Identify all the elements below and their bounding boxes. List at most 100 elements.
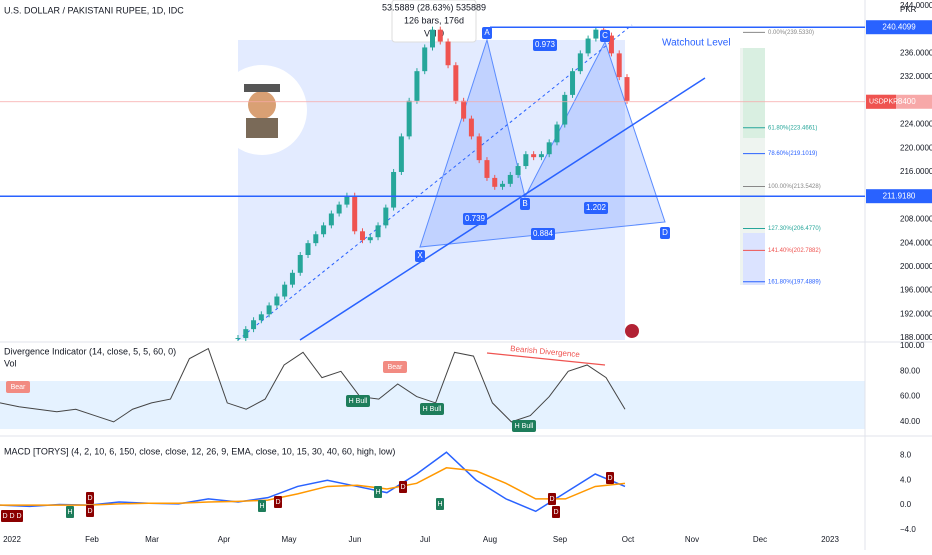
candle	[289, 272, 295, 285]
osc-tick: 100.00	[900, 341, 925, 350]
macd-marker	[374, 486, 382, 498]
candle	[336, 204, 342, 214]
x-tick-label: Oct	[622, 535, 635, 544]
candle	[500, 183, 506, 187]
price-badge-text: 211.9180	[883, 191, 916, 200]
candle	[321, 225, 327, 235]
candle	[297, 255, 303, 273]
candle	[531, 154, 537, 158]
candle	[437, 29, 443, 42]
candle	[344, 195, 350, 205]
candle	[445, 41, 451, 66]
symbol-badge	[866, 94, 896, 109]
price-tick: 244.0000	[900, 1, 932, 10]
macd-marker	[86, 505, 94, 517]
flag-icon	[625, 324, 639, 338]
candle	[554, 124, 560, 143]
ratio-box	[533, 39, 557, 51]
fib-label: 78.60%(219.1019)	[768, 151, 817, 157]
macd-title: MACD [TORYS] (4, 2, 10, 6, 150, close, c…	[4, 446, 395, 456]
annotation: Watchout Level	[662, 38, 731, 49]
pattern-point	[600, 30, 610, 42]
signal-tag-text: H Bull	[423, 406, 442, 413]
pattern-point-label: X	[417, 251, 423, 260]
price-tick: 196.0000	[900, 286, 932, 295]
candle	[266, 305, 272, 315]
price-tick: 236.0000	[900, 48, 932, 57]
candle	[375, 225, 381, 238]
symbol-badge-text: USDPKR	[869, 99, 898, 106]
measure-text: 126 bars, 176d	[404, 15, 464, 25]
price-badge-text: 240.4099	[882, 22, 916, 31]
candle	[274, 296, 280, 306]
x-tick-label: Mar	[145, 535, 159, 544]
candle	[453, 65, 459, 101]
macd-marker	[436, 498, 444, 510]
date-range-box	[238, 40, 625, 340]
candle	[468, 118, 474, 137]
signal-tag	[6, 381, 30, 393]
ratio-box	[531, 228, 555, 240]
divergence-title: Divergence Indicator (14, close, 5, 5, 6…	[4, 346, 176, 356]
candle	[515, 166, 521, 175]
macd-marker-text: D	[87, 495, 92, 502]
divergence-line	[486, 352, 606, 366]
macd-marker	[552, 506, 560, 518]
osc-tick: 60.00	[900, 392, 921, 401]
candle	[492, 177, 498, 187]
avatar-coat	[246, 118, 278, 138]
candle	[391, 171, 397, 208]
macd-marker-text: H	[67, 509, 72, 516]
macd-marker-text: H	[375, 489, 380, 496]
avatar-hat	[244, 84, 280, 92]
signal-tag	[383, 361, 407, 373]
currency: PKR	[900, 5, 917, 14]
avatar-face	[248, 91, 276, 119]
fib-label: 0.00%(239.5330)	[768, 30, 814, 36]
fib-zone	[743, 48, 765, 138]
macd-tick: −4.0	[900, 525, 916, 534]
candle	[577, 53, 583, 72]
fib-label: 100.00%(213.5428)	[768, 184, 821, 190]
x-tick-label: Aug	[483, 535, 497, 544]
vol-label: Vol	[4, 358, 17, 368]
pattern-point-label: A	[484, 28, 490, 37]
price-tick: 204.0000	[900, 238, 932, 247]
candle	[414, 71, 420, 101]
fib-label: 141.40%(202.7882)	[768, 248, 821, 254]
x-tick-label: May	[281, 535, 296, 544]
signal-line	[0, 467, 626, 506]
ratio-box	[463, 213, 487, 225]
signal-tag-text: H Bull	[515, 423, 534, 430]
x-tick-label: Apr	[218, 535, 231, 544]
candle	[461, 100, 467, 119]
macd-marker	[258, 500, 266, 512]
candle	[476, 136, 482, 161]
x-tick-label: Jun	[349, 535, 362, 544]
macd-line	[0, 451, 626, 513]
signal-tag	[346, 395, 370, 407]
candle	[328, 213, 334, 226]
macd-marker-text: D	[607, 475, 612, 482]
price-tick: 200.0000	[900, 262, 932, 271]
candle	[243, 329, 249, 339]
candle	[313, 234, 319, 244]
ratio-label: 0.739	[465, 214, 486, 223]
price-tick: 220.0000	[900, 143, 932, 152]
candle	[305, 243, 311, 256]
price-badge	[866, 20, 932, 35]
candle	[608, 35, 614, 54]
x-tick-label: Sep	[553, 535, 568, 544]
macd-marker-text: D	[275, 499, 280, 506]
macd-marker	[274, 496, 282, 508]
candle	[352, 195, 358, 232]
macd-marker	[86, 492, 94, 504]
pattern-point	[660, 227, 670, 239]
candle	[585, 38, 591, 54]
macd-marker-text: D	[87, 508, 92, 515]
x-tick-label: 2023	[821, 535, 839, 544]
macd-marker-text: H	[259, 503, 264, 510]
macd-marker	[1, 510, 23, 522]
price-tick: 224.0000	[900, 120, 932, 129]
